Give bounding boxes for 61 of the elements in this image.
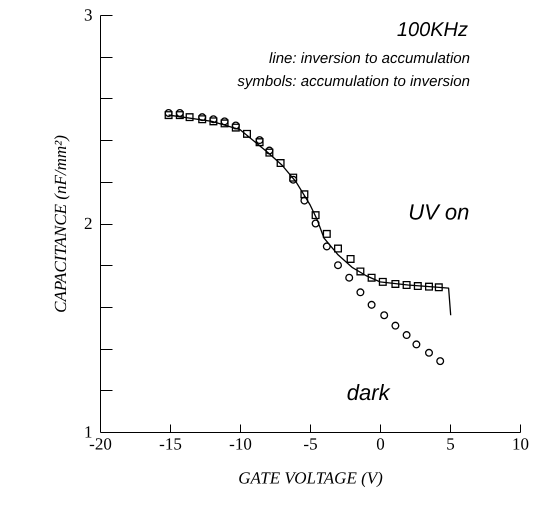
point (198, 115, 206, 124)
point (300, 196, 308, 205)
point (265, 146, 274, 155)
point (356, 288, 364, 296)
x-tick-label: 10 (512, 434, 529, 454)
y-tick-label: 3 (84, 6, 92, 24)
point (312, 220, 320, 228)
point (300, 190, 308, 198)
point (256, 138, 264, 146)
point (345, 274, 354, 282)
point (380, 311, 388, 320)
point (289, 176, 298, 184)
point (164, 109, 173, 117)
point (391, 322, 400, 330)
point (176, 109, 184, 117)
x-tick-label: -15 (159, 434, 182, 454)
point (368, 300, 376, 309)
point (391, 280, 400, 288)
y-axis-title: CAPACITANCE (nF/mm²) (51, 134, 70, 313)
point (436, 357, 444, 366)
point (414, 282, 422, 290)
point (322, 230, 331, 238)
point (356, 267, 364, 276)
annotation: 100KHz (396, 19, 468, 41)
point (289, 174, 298, 182)
point (220, 117, 229, 126)
point (322, 242, 331, 250)
point (232, 122, 240, 130)
point (334, 244, 342, 253)
point (209, 115, 218, 124)
x-tick-label: -5 (303, 434, 318, 454)
point (334, 261, 342, 270)
point (424, 348, 434, 357)
point (412, 340, 420, 348)
point (256, 136, 264, 144)
point (312, 211, 320, 220)
point (265, 148, 274, 157)
point (232, 124, 240, 132)
point (164, 111, 173, 120)
series-label: dark (346, 380, 391, 406)
point (346, 254, 355, 263)
point (402, 281, 411, 290)
point (220, 119, 229, 128)
x-tick-label: -10 (229, 434, 252, 454)
text: UV on (408, 199, 470, 224)
point (186, 113, 194, 122)
point (402, 331, 411, 340)
x-axis-title: GATE VOLTAGE (V) (238, 468, 384, 488)
point (276, 159, 285, 168)
point (378, 278, 387, 286)
point (368, 274, 376, 282)
point (424, 282, 434, 291)
x-tick-label: 5 (446, 434, 455, 454)
annotation: line: inversion to accumulation (269, 50, 470, 67)
y-tick-label: 2 (84, 214, 92, 233)
point (209, 117, 218, 126)
point (176, 111, 184, 120)
annotation: symbols: accumulation to inversion (237, 73, 470, 90)
x-tick-label: 0 (376, 434, 385, 454)
point (434, 283, 443, 292)
point (242, 130, 252, 138)
